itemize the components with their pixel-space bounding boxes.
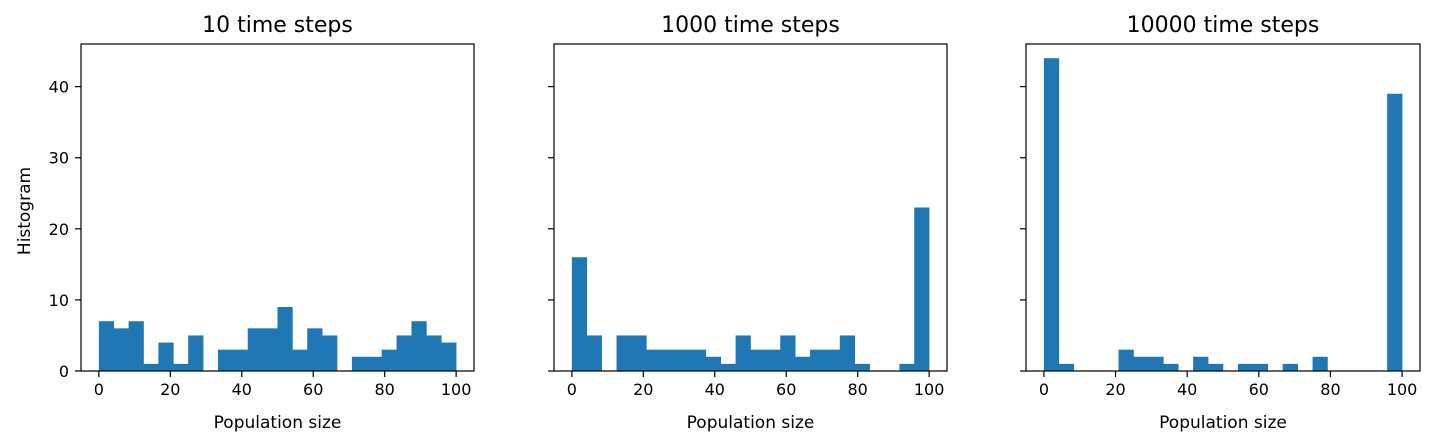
histogram-bar [1133,356,1149,371]
x-tick-label: 60 [1249,380,1269,399]
histogram-bar [676,349,692,371]
x-tick-label: 0 [94,380,104,399]
y-tick-label: 20 [49,220,69,239]
x-tick-label: 40 [232,380,252,399]
histogram-bar [262,328,278,371]
y-tick-label: 10 [49,291,69,310]
histogram-bar [1387,93,1403,372]
histogram-bar [441,342,457,371]
histogram-bar [1237,363,1254,371]
histogram-bar [1118,349,1134,371]
histogram-bar [854,363,870,371]
histogram-bar [1043,58,1060,371]
x-tick-label: 100 [441,380,472,399]
x-tick-label: 40 [705,380,725,399]
histogram-bar [426,335,442,371]
histogram-bar [98,321,115,371]
axes-frame [553,43,948,372]
histogram-bar [720,363,736,371]
histogram-bar [158,342,174,371]
histogram-bar [824,349,841,371]
x-tick-label: 20 [633,380,653,399]
histogram-bar [765,349,781,371]
histogram-bar [277,307,293,371]
histogram-bar [631,335,647,371]
histogram-bar [232,349,249,371]
y-axis-label: Histogram [15,167,35,255]
histogram-bar [690,349,707,371]
histogram-bar [113,328,129,371]
histogram-bar [899,363,915,371]
histogram-bar [292,349,308,371]
axes-frame [80,43,475,372]
histogram-bar [735,335,751,371]
x-tick-label: 60 [776,380,796,399]
x-tick-label: 60 [303,380,323,399]
histogram-bar [571,257,588,371]
x-tick-label: 100 [1387,380,1418,399]
histogram-bar [351,356,368,371]
histogram-bar [1282,363,1298,371]
y-tick-label: 30 [49,149,69,168]
histogram-bar [173,363,189,371]
histogram-bar [1193,356,1209,371]
histogram-bar [143,363,159,371]
histogram-bar [586,335,602,371]
histogram-bar [366,356,383,371]
histogram-bar [1208,363,1224,371]
x-tick-label: 100 [914,380,945,399]
x-tick-label: 0 [567,380,577,399]
x-tick-label: 80 [848,380,868,399]
histogram-bar [914,207,930,371]
x-tick-label: 0 [1039,380,1049,399]
axes-frame [1025,43,1421,372]
histogram-bar [810,349,826,371]
panel-title: 10000 time steps [1127,13,1320,38]
x-axis-label: Population size [1159,413,1287,433]
panel-title: 1000 time steps [661,13,840,38]
histogram-bar [1252,363,1269,371]
y-tick-label: 0 [59,362,69,381]
histogram-bar [217,349,234,371]
histogram-bar [616,335,632,371]
histogram-bar [1058,363,1075,371]
x-tick-label: 40 [1177,380,1197,399]
histogram-bar [839,335,856,371]
histogram-bar [1148,356,1164,371]
panel-10000-time-steps: 10000 time steps Population size 0 20 40 60… [1020,13,1421,433]
x-tick-label: 80 [375,380,395,399]
histogram-bar [128,321,144,371]
histogram-bar [411,321,427,371]
histogram-bar [795,356,811,371]
histogram-bar [661,349,677,371]
histogram-bar [705,356,722,371]
histogram-bar [381,349,397,371]
x-tick-label: 20 [160,380,180,399]
histogram-bar [396,335,412,371]
panel-title: 10 time steps [202,13,353,38]
x-axis-label: Population size [214,413,342,433]
panel-1000-time-steps: 1000 time steps Population size 0 20 40 60 8… [548,13,948,433]
histogram-bar [188,335,204,371]
x-tick-label: 80 [1320,380,1340,399]
panel-10-time-steps: 10 time steps Histogram Population size … [15,13,475,433]
histogram-bar [750,349,766,371]
histogram-bar [1163,363,1179,371]
x-axis-label: Population size [687,413,815,433]
histogram-bar [780,335,796,371]
y-tick-label: 40 [49,78,69,97]
histogram-bar [646,349,662,371]
histogram-bar [307,328,323,371]
x-tick-label: 20 [1105,380,1125,399]
histogram-bar [247,328,263,371]
histogram-bar [322,335,338,371]
histogram-bar [1312,356,1328,371]
